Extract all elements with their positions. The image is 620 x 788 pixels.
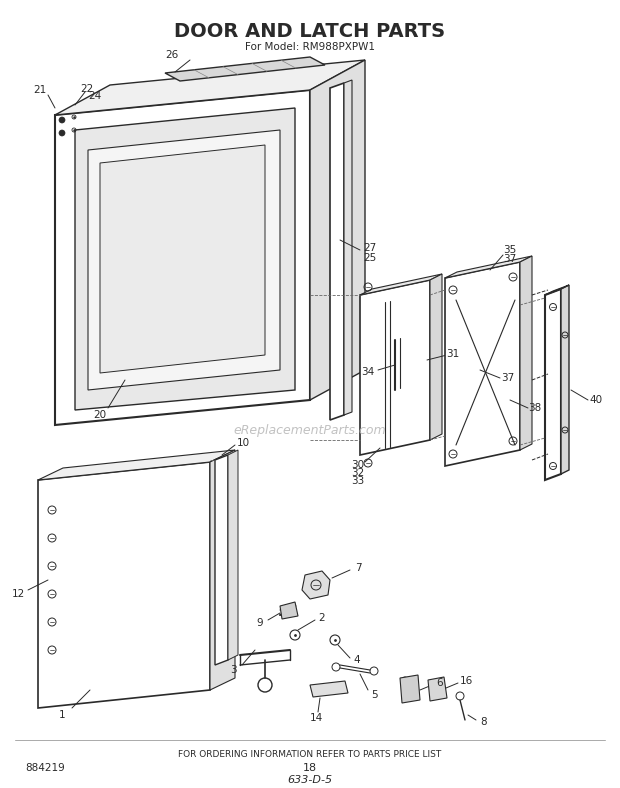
Polygon shape (38, 462, 210, 708)
Polygon shape (330, 83, 344, 420)
Text: 4: 4 (353, 655, 360, 665)
Polygon shape (280, 602, 298, 619)
Polygon shape (310, 60, 365, 400)
Polygon shape (228, 450, 238, 660)
Text: 32: 32 (352, 468, 365, 478)
Polygon shape (88, 130, 280, 390)
Text: 25: 25 (363, 253, 376, 263)
Text: 8: 8 (480, 717, 487, 727)
Polygon shape (445, 262, 520, 466)
Polygon shape (55, 90, 310, 425)
Polygon shape (38, 450, 235, 480)
Text: 24: 24 (89, 91, 102, 101)
Text: 34: 34 (361, 367, 374, 377)
Polygon shape (215, 455, 228, 665)
Polygon shape (310, 681, 348, 697)
Text: 37: 37 (503, 254, 516, 264)
Text: 5: 5 (371, 690, 378, 700)
Text: 33: 33 (352, 476, 365, 486)
Text: FOR ORDERING INFORMATION REFER TO PARTS PRICE LIST: FOR ORDERING INFORMATION REFER TO PARTS … (179, 750, 441, 759)
Polygon shape (302, 571, 330, 599)
Polygon shape (360, 280, 430, 455)
Polygon shape (55, 60, 365, 115)
Text: 10: 10 (236, 438, 250, 448)
Text: 16: 16 (459, 676, 472, 686)
Text: 884219: 884219 (25, 763, 64, 773)
Text: 9: 9 (257, 618, 264, 628)
Text: 22: 22 (81, 84, 94, 94)
Polygon shape (360, 274, 442, 295)
Polygon shape (545, 289, 561, 480)
Text: 35: 35 (503, 245, 516, 255)
Text: 38: 38 (528, 403, 542, 413)
Polygon shape (561, 285, 569, 474)
Text: 31: 31 (446, 349, 459, 359)
Text: 18: 18 (303, 763, 317, 773)
Polygon shape (344, 80, 352, 415)
Text: 40: 40 (590, 395, 603, 405)
Text: For Model: RM988PXPW1: For Model: RM988PXPW1 (245, 42, 375, 52)
Polygon shape (430, 274, 442, 440)
Text: 26: 26 (166, 50, 179, 60)
Polygon shape (545, 285, 569, 295)
Polygon shape (75, 108, 295, 410)
Polygon shape (165, 57, 325, 81)
Text: 6: 6 (436, 678, 443, 688)
Text: 2: 2 (319, 613, 326, 623)
Text: 1: 1 (59, 710, 65, 720)
Circle shape (59, 117, 65, 123)
Text: 14: 14 (309, 713, 322, 723)
Text: 27: 27 (363, 243, 376, 253)
Text: 633-D-5: 633-D-5 (288, 775, 332, 785)
Text: 3: 3 (229, 665, 236, 675)
Polygon shape (428, 677, 447, 701)
Text: 12: 12 (11, 589, 25, 599)
Polygon shape (400, 675, 420, 703)
Polygon shape (210, 450, 235, 690)
Text: DOOR AND LATCH PARTS: DOOR AND LATCH PARTS (174, 22, 446, 41)
Text: 20: 20 (94, 410, 107, 420)
Text: eReplacementParts.com: eReplacementParts.com (234, 423, 386, 437)
Polygon shape (100, 145, 265, 373)
Text: 7: 7 (355, 563, 361, 573)
Text: 30: 30 (352, 460, 365, 470)
Text: 37: 37 (502, 373, 515, 383)
Polygon shape (520, 256, 532, 450)
Circle shape (59, 130, 65, 136)
Polygon shape (445, 256, 532, 278)
Text: 21: 21 (33, 85, 46, 95)
